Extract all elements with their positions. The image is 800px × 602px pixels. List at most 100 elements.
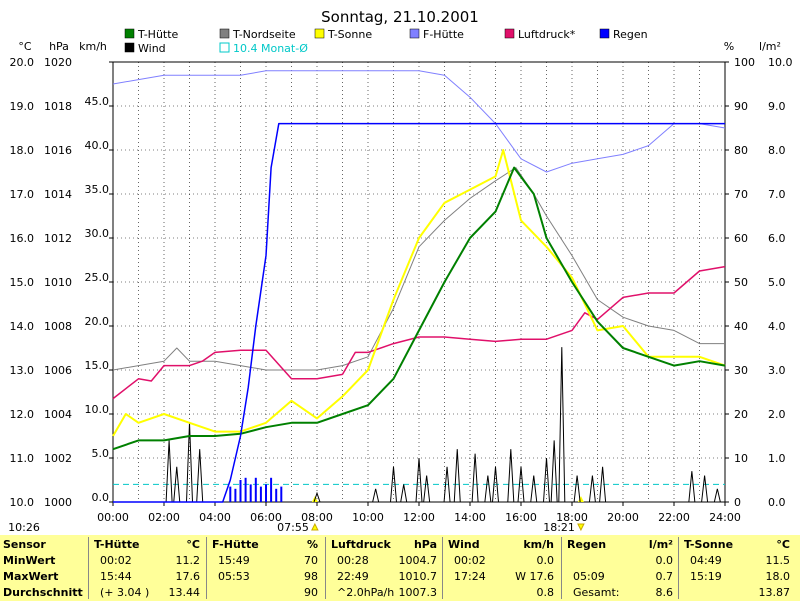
stats-separator — [678, 537, 679, 599]
stats-time: 00:02 — [100, 554, 132, 567]
tick-percent: 30 — [734, 364, 748, 377]
stats-value: 13.44 — [168, 586, 201, 599]
stats-row-label: MaxWert — [3, 570, 59, 583]
stats-column-wind: Wind km/h 00:02 0.0 17:24 W 17.6 0.8 — [448, 538, 554, 602]
stats-row: 90 — [212, 586, 318, 602]
stats-header-name: T-Sonne — [684, 538, 734, 551]
tick-kmh: 45.0 — [85, 95, 110, 108]
wind-spike — [507, 449, 515, 503]
tick-hpa: 1006 — [44, 364, 72, 377]
tick-rain: 3.0 — [768, 364, 786, 377]
tick-celsius: 13.0 — [10, 364, 35, 377]
tick-rain: 7.0 — [768, 188, 786, 201]
stats-header: F-Hütte% — [212, 538, 318, 554]
stats-header-unit: % — [306, 538, 318, 551]
stats-separator — [561, 537, 562, 599]
tick-rain: 10.0 — [768, 56, 793, 69]
stats-row-labels: Sensor MinWert MaxWert Durchschnitt — [3, 538, 88, 602]
stats-value: 1010.7 — [398, 570, 438, 583]
stats-header-sensor: Sensor — [3, 538, 46, 551]
legend-label: Luftdruck* — [518, 28, 576, 41]
stats-header: Luftdruck hPa — [331, 538, 437, 554]
stats-value: 0.7 — [655, 570, 674, 583]
stats-row: 15:49 70 — [212, 554, 318, 570]
series-luftdruck — [112, 265, 726, 400]
stats-header-name: Luftdruck — [331, 538, 391, 551]
stats-row: 00:02 11.2 — [94, 554, 200, 570]
tick-hpa: 1016 — [44, 144, 72, 157]
stats-column-regen: Regen l/m² 0.0 05:09 0.7 Gesamt: 8.6 — [567, 538, 673, 602]
statistics-panel: Sensor MinWert MaxWert Durchschnitt T-Hütte °… — [0, 535, 800, 601]
legend-label: T-Sonne — [327, 28, 372, 41]
stats-row: 13.87 — [684, 586, 791, 602]
stats-value: 70 — [304, 554, 318, 567]
wind-spike — [517, 466, 525, 503]
tick-hpa: 1014 — [44, 188, 72, 201]
tick-rain: 1.0 — [768, 452, 786, 465]
wind-spike — [492, 466, 499, 503]
stats-row: Gesamt: 8.6 — [567, 586, 673, 602]
wind-spike — [530, 475, 538, 503]
stats-time: 17:24 — [454, 570, 486, 583]
wind-spike — [701, 475, 709, 503]
stats-time: (+ 3.04 ) — [100, 586, 150, 599]
tick-time: 00:00 — [97, 511, 129, 524]
axis-unit-hpa: hPa — [49, 40, 69, 53]
stats-row: ^2.0hPa/h 1007.3 — [331, 586, 437, 602]
tick-percent: 100 — [734, 56, 755, 69]
stats-header: Wind km/h — [448, 538, 554, 554]
sunset-marker — [577, 496, 584, 502]
stats-time: 00:02 — [454, 554, 486, 567]
tick-time: 20:00 — [607, 511, 639, 524]
tick-celsius: 16.0 — [10, 232, 35, 245]
tick-celsius: 18.0 — [10, 144, 35, 157]
stats-header: T-Sonne °C — [684, 538, 790, 554]
tick-time: 16:00 — [505, 511, 537, 524]
stats-header-name: Regen — [567, 538, 607, 551]
stats-column-luft: Luftdruck hPa 00:28 1004.7 22:49 1010.7 ^2.0hP… — [331, 538, 437, 602]
tick-percent: 70 — [734, 188, 748, 201]
tick-rain: 2.0 — [768, 408, 786, 421]
stats-value: 90 — [304, 586, 318, 599]
tick-hpa: 1008 — [44, 320, 72, 333]
tick-time: 04:00 — [199, 511, 231, 524]
axis-unit-rain: l/m² — [759, 40, 781, 53]
tick-kmh: 15.0 — [85, 359, 110, 372]
stats-row-label: Durchschnitt — [3, 586, 83, 599]
wind-spike — [550, 440, 558, 503]
stats-header: T-Hütte °C — [94, 538, 200, 554]
tick-celsius: 11.0 — [10, 452, 35, 465]
stats-column-fhuette: F-Hütte% 15:49 70 05:53 98 90 — [212, 538, 318, 602]
tick-percent: 0 — [734, 496, 741, 509]
stats-value: 11.2 — [175, 554, 201, 567]
tick-percent: 10 — [734, 452, 748, 465]
axis-unit-percent: % — [724, 40, 734, 53]
stats-column-huette: T-Hütte °C 00:02 11.2 15:44 17.6 (+ 3.04 ) 13.4… — [94, 538, 200, 602]
wind-spike — [484, 475, 492, 503]
sunrise-marker — [311, 522, 319, 531]
axes: °C hPa km/h% l/m² 20.0 19.0 18.0 17.0 16.0 15.0 14… — [8, 40, 792, 534]
stats-time: 05:09 — [573, 570, 605, 583]
legend-label-monthly-avg: 10.4 Monat-Ø — [233, 42, 308, 55]
wind-spike — [573, 475, 581, 503]
stats-row: 00:28 1004.7 — [331, 554, 437, 570]
legend-swatch — [314, 28, 325, 39]
legend-swatch — [124, 42, 135, 53]
legend-swatch — [124, 28, 135, 39]
stats-value: 8.6 — [655, 586, 674, 599]
wind-spike — [471, 453, 479, 503]
series-regen — [113, 122, 725, 503]
stats-value: 17.6 — [175, 570, 201, 583]
stats-time: 15:49 — [218, 554, 250, 567]
stats-row: 15:44 17.6 — [94, 570, 200, 586]
stats-header-name: Wind — [448, 538, 480, 551]
tick-percent: 20 — [734, 408, 748, 421]
tick-percent: 80 — [734, 144, 748, 157]
wind-spike — [173, 466, 181, 503]
series-t-nordseite — [112, 167, 725, 371]
legend-label: Regen — [613, 28, 648, 41]
tick-rain: 0.0 — [768, 496, 786, 509]
stats-value: 1004.7 — [398, 554, 438, 567]
wind-spike — [400, 484, 408, 503]
stats-header-unit: hPa — [413, 538, 437, 551]
